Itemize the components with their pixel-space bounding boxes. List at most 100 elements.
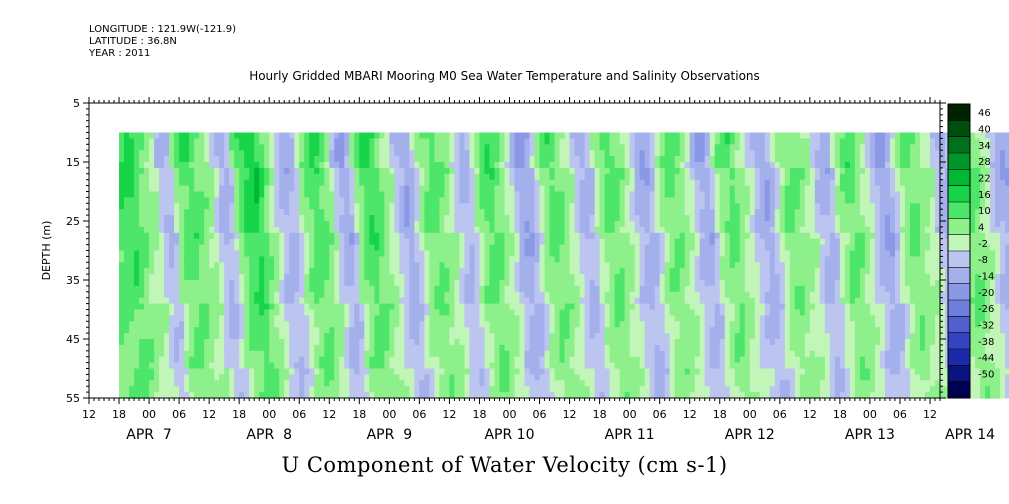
heatmap-cell [634, 274, 641, 281]
heatmap-cell [564, 238, 571, 246]
heatmap-cell [244, 215, 250, 222]
heatmap-cell [544, 350, 551, 358]
heatmap-cell [549, 156, 556, 163]
heatmap-cell [254, 280, 260, 287]
heatmap-cell [649, 368, 656, 375]
heatmap-cell [264, 280, 270, 287]
heatmap-cell [424, 232, 430, 240]
heatmap-cell [339, 250, 345, 257]
heatmap-cell [254, 144, 260, 151]
heatmap-cell [289, 327, 295, 334]
heatmap-cell [214, 256, 220, 263]
heatmap-cell [474, 262, 481, 269]
heatmap-cell [329, 309, 335, 316]
heatmap-cell [284, 179, 290, 187]
heatmap-cell [304, 185, 310, 193]
heatmap-cell [349, 138, 355, 145]
heatmap-cell [274, 150, 280, 157]
heatmap-cell [629, 268, 636, 275]
heatmap-cell [154, 380, 160, 387]
heatmap-cell [324, 185, 330, 193]
heatmap-cell [399, 339, 405, 346]
heatmap-cell [474, 144, 481, 151]
heatmap-cell [544, 327, 551, 334]
heatmap-cell [399, 268, 405, 275]
heatmap-cell [639, 327, 646, 334]
heatmap-cell [149, 309, 155, 316]
heatmap-cell [279, 380, 285, 387]
heatmap-cell [484, 226, 491, 234]
heatmap-cell [569, 285, 576, 293]
heatmap-cell [319, 380, 325, 387]
heatmap-cell [539, 280, 546, 287]
heatmap-cell [389, 368, 395, 375]
heatmap-cell [504, 297, 511, 305]
heatmap-cell [119, 285, 125, 293]
heatmap-cell [654, 262, 661, 269]
heatmap-cell [604, 291, 611, 299]
heatmap-cell [494, 386, 501, 393]
heatmap-cell [444, 226, 451, 234]
heatmap-cell [599, 221, 606, 228]
heatmap-cell [379, 350, 385, 358]
heatmap-cell [249, 368, 255, 375]
heatmap-cell [394, 297, 400, 305]
heatmap-cell [444, 350, 451, 358]
heatmap-cell [324, 285, 330, 293]
heatmap-cell [344, 226, 350, 234]
heatmap-cell [194, 274, 200, 281]
heatmap-cell [514, 191, 521, 198]
heatmap-cell [289, 262, 295, 269]
heatmap-cell [579, 374, 586, 381]
heatmap-cell [469, 392, 476, 399]
heatmap-cell [269, 386, 275, 393]
heatmap-cell [434, 350, 441, 358]
heatmap-cell [594, 339, 601, 346]
heatmap-cell [529, 197, 536, 204]
heatmap-cell [624, 333, 631, 340]
heatmap-cell [569, 386, 576, 393]
heatmap-cell [629, 144, 636, 151]
heatmap-cell [414, 256, 420, 263]
heatmap-cell [459, 327, 466, 334]
heatmap-cell [344, 203, 350, 210]
heatmap-cell [409, 215, 415, 222]
heatmap-cell [619, 291, 626, 299]
heatmap-cell [179, 327, 185, 334]
heatmap-cell [154, 327, 160, 334]
heatmap-cell [379, 356, 385, 364]
heatmap-cell [634, 321, 641, 328]
heatmap-cell [479, 144, 486, 151]
heatmap-cell [159, 167, 165, 175]
heatmap-cell [274, 209, 280, 216]
heatmap-cell [664, 150, 671, 157]
heatmap-cell [189, 268, 195, 275]
heatmap-cell [339, 144, 345, 151]
heatmap-cell [659, 274, 666, 281]
heatmap-cell [614, 344, 621, 352]
heatmap-cell [234, 285, 240, 293]
heatmap-cell [489, 221, 496, 228]
heatmap-cell [504, 315, 511, 322]
heatmap-cell [424, 356, 430, 364]
heatmap-cell [404, 344, 410, 352]
heatmap-cell [599, 327, 606, 334]
heatmap-cell [144, 232, 150, 240]
heatmap-cell [389, 274, 395, 281]
heatmap-cell [649, 262, 656, 269]
heatmap-cell [369, 203, 375, 210]
heatmap-cell [619, 226, 626, 234]
heatmap-cell [339, 132, 345, 139]
heatmap-cell [279, 209, 285, 216]
heatmap-cell [394, 291, 400, 299]
heatmap-cell [574, 274, 581, 281]
heatmap-cell [299, 138, 305, 145]
heatmap-cell [519, 368, 526, 375]
heatmap-cell [359, 185, 365, 193]
heatmap-cell [324, 262, 330, 269]
heatmap-cell [314, 309, 320, 316]
heatmap-cell [329, 185, 335, 193]
heatmap-cell [589, 374, 596, 381]
heatmap-cell [444, 356, 451, 364]
heatmap-cell [499, 221, 506, 228]
